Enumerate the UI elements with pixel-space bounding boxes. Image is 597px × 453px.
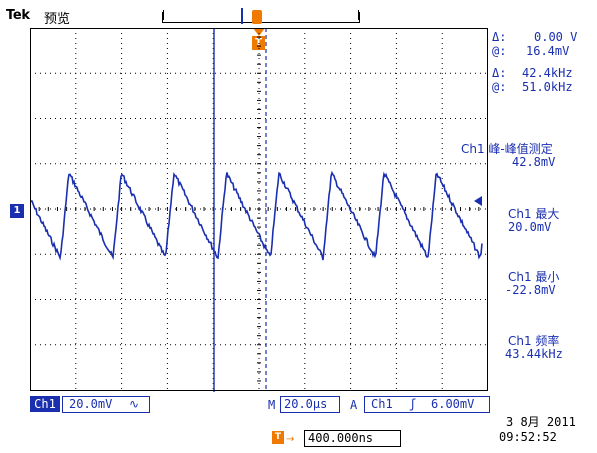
record-bar-left-tick — [163, 10, 164, 20]
record-window-marker — [241, 8, 243, 24]
arrow-right-icon: → — [286, 434, 295, 445]
ch1-badge[interactable]: Ch1 — [30, 396, 60, 412]
measurement-1-value: 42.8mV — [512, 155, 556, 169]
volts-per-div: 20.0mV — [69, 397, 113, 411]
brand-logo: Tek — [6, 8, 30, 23]
cursor-at-v-label: @: — [492, 44, 507, 58]
rising-edge-icon: ʃ — [409, 397, 417, 411]
graticule — [30, 28, 488, 392]
measurement-2-value: 20.0mV — [508, 220, 552, 234]
channel-marker-icon[interactable]: 1 — [10, 204, 24, 218]
horizontal-trigger-icon: T — [272, 431, 284, 444]
trigger-level-icon[interactable] — [474, 196, 482, 206]
cursor-delta-v-label: Δ: — [492, 30, 507, 44]
time-readout: 09:52:52 — [499, 430, 557, 444]
ac-coupling-icon: ∿ — [129, 397, 140, 411]
trigger-mode-label: A — [350, 398, 358, 412]
measurement-4-label[interactable]: Ch1 频率 — [508, 334, 560, 348]
acquisition-mode: 预览 — [44, 12, 71, 27]
cursor-delta-f-value: 42.4kHz — [522, 66, 573, 80]
cursor-at-f-label: @: — [492, 80, 507, 94]
top-bar: Tek 预览 — [0, 0, 597, 28]
measurement-3-value: -22.8mV — [505, 283, 556, 297]
trigger-arrow-icon — [253, 28, 265, 36]
cursor-at-f-value: 51.0kHz — [522, 80, 573, 94]
measurement-3-label[interactable]: Ch1 最小 — [508, 270, 560, 284]
trigger-box[interactable]: Ch1 ʃ 6.00mV — [364, 396, 490, 413]
horizontal-position[interactable]: 400.000ns — [304, 430, 401, 447]
trigger-level: 6.00mV — [431, 397, 475, 411]
cursor-delta-v-value: 0.00 V — [534, 30, 578, 44]
date-readout: 3 8月 2011 — [506, 415, 576, 429]
cursor-delta-f-label: Δ: — [492, 66, 507, 80]
trigger-source: Ch1 — [371, 397, 393, 411]
vertical-scale-box[interactable]: 20.0mV ∿ — [62, 396, 150, 413]
trigger-position-top-icon[interactable] — [252, 10, 262, 24]
record-bar-right-tick — [358, 10, 359, 20]
cursor-at-v-value: 16.4mV — [526, 44, 570, 58]
timebase-label: M — [268, 398, 276, 412]
grid-lines — [30, 28, 488, 390]
measurement-2-label[interactable]: Ch1 最大 — [508, 207, 560, 221]
timebase-box[interactable]: 20.0µs — [280, 396, 340, 413]
graticule-border — [30, 28, 488, 391]
time-per-div: 20.0µs — [284, 397, 328, 411]
measurement-4-value: 43.44kHz — [505, 347, 563, 361]
ch1-waveform — [30, 170, 483, 261]
measurement-1-label[interactable]: Ch1 峰-峰值测定 — [461, 142, 553, 156]
